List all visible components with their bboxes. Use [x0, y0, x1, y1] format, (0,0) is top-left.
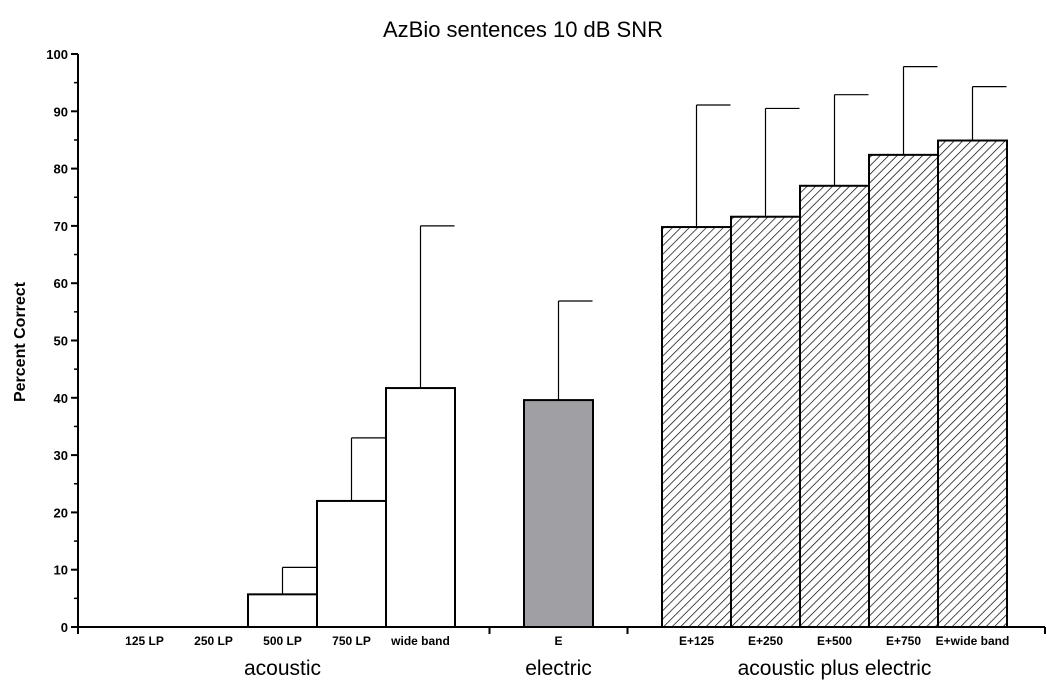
- y-tick-label: 20: [54, 505, 68, 520]
- x-tick-label: E+500: [817, 634, 852, 648]
- x-tick-label: E+125: [679, 634, 714, 648]
- bar-e-750: [868, 153, 939, 629]
- bar-e-250: [730, 215, 801, 628]
- bar-e-125: [661, 226, 732, 629]
- group-label: electric: [525, 657, 592, 680]
- bar-e-500: [799, 184, 870, 628]
- y-tick-label: 0: [61, 620, 68, 635]
- y-tick-label: 100: [46, 47, 68, 62]
- y-tick-label: 10: [54, 563, 68, 578]
- x-tick-label: E+250: [748, 634, 783, 648]
- bars-group: [247, 139, 1008, 629]
- y-tick-label: 40: [54, 391, 68, 406]
- y-tick-label: 90: [54, 104, 68, 119]
- x-tick-label: E+750: [886, 634, 921, 648]
- group-label: acoustic: [244, 657, 321, 680]
- y-tick-label: 70: [54, 219, 68, 234]
- y-tick-label: 30: [54, 448, 68, 463]
- x-tick-label: wide band: [390, 634, 450, 648]
- error-bars-group: [281, 66, 1007, 595]
- y-tick-label: 50: [54, 334, 68, 349]
- x-tick-label: E: [554, 634, 562, 648]
- bar-e-wide-band: [937, 139, 1008, 628]
- x-tick-label: E+wide band: [936, 634, 1010, 648]
- x-tick-label: 500 LP: [263, 634, 302, 648]
- chart-title: AzBio sentences 10 dB SNR: [383, 17, 663, 42]
- bar-750-lp: [316, 499, 387, 628]
- x-tick-label: 250 LP: [194, 634, 233, 648]
- y-tick-label: 80: [54, 162, 68, 177]
- bar-wide-band: [385, 387, 456, 628]
- axes-group: 0 10 20 30 40 50 60 70 80 90 100: [46, 47, 1046, 635]
- bar-e: [523, 399, 594, 629]
- y-axis-label: Percent Correct: [12, 281, 29, 402]
- x-tick-label: 125 LP: [125, 634, 164, 648]
- group-label: acoustic plus electric: [738, 657, 932, 680]
- bar-500-lp: [247, 593, 318, 628]
- labels-group: 125 LP 250 LP 500 LP 750 LP wide band E E+125 E…: [125, 634, 1009, 680]
- x-tick-label: 750 LP: [332, 634, 371, 648]
- y-tick-label: 60: [54, 276, 68, 291]
